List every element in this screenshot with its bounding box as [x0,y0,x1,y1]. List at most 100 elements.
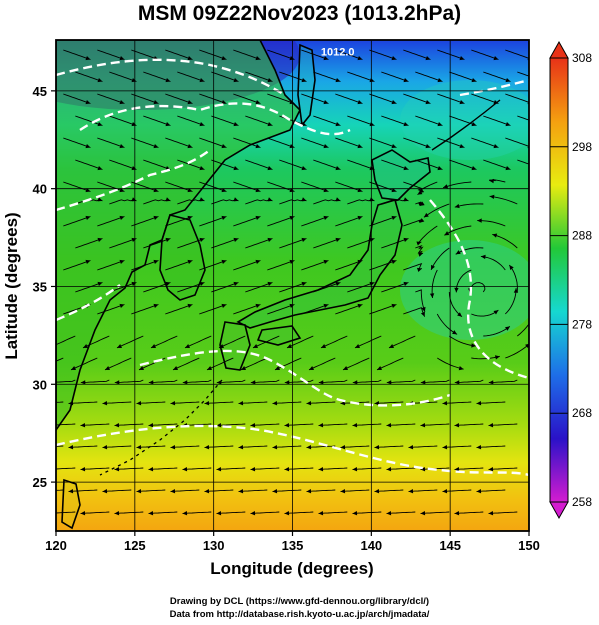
streamline-32 [199,93,227,104]
streamline-arrow-195 [531,314,535,319]
streamline-arrow-109 [423,212,429,218]
colorbar: 258 268 278 288 298 308 [549,40,592,520]
streamline-183 [82,335,110,349]
streamline-111 [489,195,518,205]
streamline-arrow-220 [386,380,392,385]
y-tick-label-45: 45 [33,84,47,99]
cyan-region-patch-2 [400,80,529,160]
streamline-arrow-205 [343,365,349,370]
streamline-69 [505,137,529,147]
streamline-arrow-191 [355,343,361,348]
streamline-arrow-147 [323,259,329,265]
streamline-204 [308,357,336,371]
streamline-65 [369,137,397,148]
streamline-arrow-50 [369,121,375,127]
streamline-1 [97,49,125,60]
streamline-arrow-119 [323,215,329,221]
streamline-112 [63,216,91,227]
streamline-274 [318,467,348,470]
streamline-arrow-5 [255,55,261,61]
streamline-272 [250,467,280,470]
streamline-arrow-271 [216,467,222,472]
streamline-arrow-49 [335,121,341,127]
streamline-arrow-302 [318,511,324,516]
streamline-arrow-63 [323,143,329,149]
streamline-136 [415,245,424,256]
streamline-140 [63,260,91,271]
streamline-85 [97,181,125,192]
streamline-61 [233,137,261,148]
streamline-arrow-31 [187,99,193,105]
streamline-arrow-169 [119,303,125,309]
streamline-arrow-202 [241,365,247,370]
streamline-arrow-241 [148,423,154,428]
streamline-33 [233,93,261,104]
streamline-arrow-42 [97,121,103,127]
streamline-38 [403,93,431,104]
streamline-219 [352,379,382,384]
cyan-region-patch [400,240,529,340]
streamline-110 [454,203,484,208]
streamline-41 [505,93,529,103]
streamline-201 [206,357,234,371]
streamline-arrow-60 [221,143,227,149]
streamline-arrow-305 [420,511,426,516]
streamline-239 [80,423,110,426]
streamline-arrow-22 [369,77,375,83]
streamline-arrow-276 [386,467,392,472]
streamline-262 [374,445,404,448]
streamline-244 [250,423,280,426]
streamline-arrow-186 [185,343,191,348]
streamline-252 [56,445,64,447]
streamline-264 [442,445,472,448]
streamline-18 [211,71,239,82]
streamline-arrow-192 [389,343,395,348]
streamline-arrow-152 [454,287,459,293]
kyushu [219,321,251,371]
streamline-arrow-141 [119,259,125,265]
streamline-164 [415,289,426,313]
streamline-189 [286,335,314,349]
streamline-237 [476,401,506,404]
sakhalin [297,43,316,127]
streamline-arrow-237 [476,401,482,406]
streamline-arrow-245 [284,423,290,428]
streamline-45 [177,115,205,126]
streamline-270 [182,467,212,470]
y-axis-label: Latitude (degrees) [2,212,21,359]
streamline-arrow-238 [47,423,52,427]
colorbar-tick-label-288: 288 [572,229,592,243]
streamline-221 [420,379,450,384]
streamline-arrow-209 [525,343,529,349]
streamline-143 [165,260,193,271]
streamline-13 [505,49,529,59]
streamline-arrow-214 [182,380,188,385]
credit-drawing: Drawing by DCL (https://www.gfd-dennou.o… [169,596,430,607]
streamline-arrow-61 [255,143,261,149]
streamline-arrow-6 [289,55,295,61]
streamline-arrow-170 [153,303,159,309]
streamline-arrow-234 [374,401,380,406]
colorbar-max-arrow [549,40,569,59]
streamline-229 [204,401,234,404]
streamline-arrow-56 [85,143,91,149]
streamline-arrow-134 [369,237,375,243]
streamline-29 [97,93,125,104]
streamline-57 [97,137,125,148]
streamline-arrow-37 [391,99,397,105]
streamline-84 [63,181,91,192]
streamline-109 [423,203,450,218]
streamline-82 [483,159,511,170]
streamline-arrow-118 [289,215,295,221]
x-tick-label-130: 130 [203,538,225,553]
streamline-arrow-167 [509,265,514,270]
streamline-134 [347,238,375,249]
streamline-arrow-224 [35,401,40,405]
streamline-arrow-274 [318,467,324,472]
streamline-arrow-289 [340,489,346,494]
streamline-arrow-7 [323,55,329,61]
streamline-arrow-45 [199,121,205,127]
streamline-255 [136,445,166,448]
streamline-arrow-207 [458,366,464,371]
streamline-arrow-184 [117,343,123,348]
